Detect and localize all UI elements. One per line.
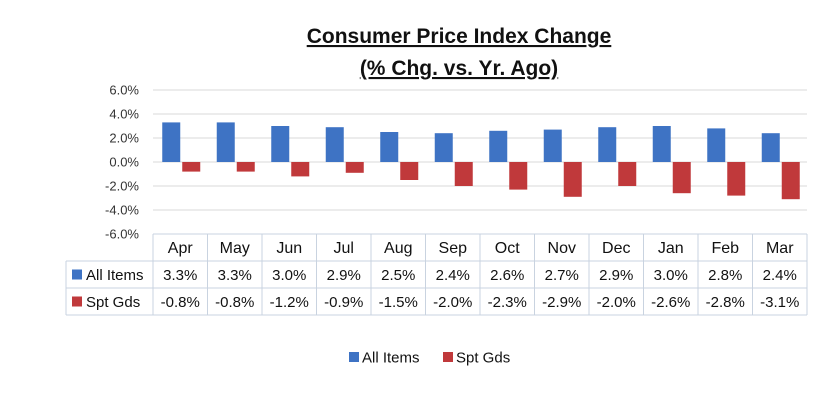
- y-tick-label: -6.0%: [105, 227, 139, 242]
- table-category-label: Apr: [168, 240, 194, 257]
- table-value-cell: -0.9%: [324, 294, 363, 311]
- y-tick-label: 2.0%: [109, 131, 139, 146]
- bar-all-items: [380, 132, 399, 162]
- bar-all-items: [271, 126, 290, 162]
- y-axis: 6.0% 4.0% 2.0% 0.0% -2.0% -4.0% -6.0%: [105, 83, 139, 242]
- bar-all-items: [598, 127, 617, 162]
- table-category-label: Sep: [439, 240, 468, 257]
- table-value-cell: -0.8%: [161, 294, 200, 311]
- y-tick-label: -4.0%: [105, 203, 139, 218]
- table-series-name: Spt Gds: [86, 294, 140, 311]
- table-value-cell: 3.0%: [272, 267, 306, 284]
- bar-spt-gds: [672, 162, 691, 194]
- table-category-label: Jan: [658, 240, 684, 257]
- bar-spt-gds: [291, 162, 310, 177]
- data-table: Apr May Jun Jul Aug Sep Oct Nov Dec Jan Feb Mar All …: [65, 233, 808, 316]
- table-value-cell: 3.0%: [654, 267, 688, 284]
- table-value-cell: 2.8%: [708, 267, 742, 284]
- table-category-label: Nov: [548, 240, 576, 257]
- table-value-cell: 2.9%: [327, 267, 361, 284]
- y-tick-label: 4.0%: [109, 107, 139, 122]
- bar-all-items: [543, 129, 562, 162]
- table-value-cell: -2.8%: [706, 294, 745, 311]
- legend-swatch: [349, 352, 359, 362]
- bar-spt-gds: [345, 162, 364, 173]
- table-value-cell: 3.3%: [218, 267, 252, 284]
- bar-all-items: [707, 128, 726, 162]
- bar-all-items: [761, 133, 780, 162]
- table-value-cell: 2.7%: [545, 267, 579, 284]
- bar-all-items: [216, 122, 235, 162]
- table-value-cell: -0.8%: [215, 294, 254, 311]
- table-category-label: May: [220, 240, 250, 257]
- table-value-cell: 2.4%: [436, 267, 470, 284]
- bar-all-items: [489, 130, 508, 162]
- table-category-label: Jul: [334, 240, 354, 257]
- table-value-cell: -3.1%: [760, 294, 799, 311]
- table-value-cell: -2.9%: [542, 294, 581, 311]
- y-tick-label: 6.0%: [109, 83, 139, 98]
- legend: All Items Spt Gds: [349, 350, 510, 367]
- bar-all-items: [652, 126, 671, 162]
- bar-all-items: [325, 127, 344, 162]
- bar-spt-gds: [509, 162, 528, 190]
- bar-spt-gds: [618, 162, 637, 186]
- bar-spt-gds: [727, 162, 746, 196]
- table-category-label: Aug: [384, 240, 412, 257]
- table-category-label: Oct: [495, 240, 520, 257]
- bar-spt-gds: [454, 162, 473, 186]
- chart-title: Consumer Price Index Change: [307, 25, 612, 48]
- table-value-cell: -2.3%: [488, 294, 527, 311]
- table-value-cell: 2.9%: [599, 267, 633, 284]
- bar-all-items: [162, 122, 181, 162]
- table-value-cell: 3.3%: [163, 267, 197, 284]
- table-value-cell: 2.4%: [763, 267, 797, 284]
- legend-swatch: [443, 352, 453, 362]
- y-tick-label: -2.0%: [105, 179, 139, 194]
- bar-spt-gds: [781, 162, 800, 200]
- bar-spt-gds: [563, 162, 582, 197]
- bar-spt-gds: [400, 162, 419, 180]
- y-tick-label: 0.0%: [109, 155, 139, 170]
- bars: [162, 122, 800, 200]
- table-value-cell: 2.5%: [381, 267, 415, 284]
- bar-spt-gds: [182, 162, 201, 172]
- table-value-cell: 2.6%: [490, 267, 524, 284]
- legend-label: All Items: [362, 350, 420, 367]
- table-value-cell: -1.2%: [270, 294, 309, 311]
- table-value-cell: -2.6%: [651, 294, 690, 311]
- table-series-swatch: [72, 296, 82, 307]
- table-category-label: Dec: [602, 240, 630, 257]
- bar-spt-gds: [236, 162, 255, 172]
- chart-subtitle: (% Chg. vs. Yr. Ago): [360, 57, 558, 80]
- bar-all-items: [434, 133, 453, 162]
- table-category-label: Feb: [711, 240, 739, 257]
- table-series-swatch: [72, 269, 82, 280]
- table-category-label: Jun: [276, 240, 302, 257]
- table-category-label: Mar: [766, 240, 794, 257]
- table-value-cell: -1.5%: [379, 294, 418, 311]
- table-value-cell: -2.0%: [433, 294, 472, 311]
- table-value-cell: -2.0%: [597, 294, 636, 311]
- table-series-name: All Items: [86, 267, 144, 284]
- legend-label: Spt Gds: [456, 350, 510, 367]
